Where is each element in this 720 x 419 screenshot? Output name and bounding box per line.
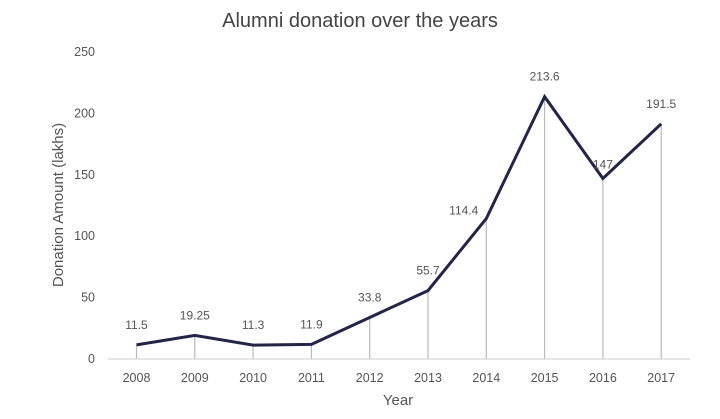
data-label: 114.4	[449, 204, 478, 218]
data-label: 11.9	[300, 317, 323, 331]
y-axis-label: Donation Amount (lakhs)	[50, 123, 67, 287]
data-label: 147	[593, 157, 613, 171]
x-tick-label: 2008	[123, 371, 151, 385]
series-line	[136, 93, 663, 347]
x-tick-label: 2011	[298, 371, 325, 385]
data-label: 11.3	[242, 318, 265, 332]
y-tick-label: 250	[74, 45, 95, 59]
x-tick-label: 2010	[239, 371, 267, 385]
data-label: 19.25	[180, 308, 210, 322]
y-tick-label: 200	[74, 106, 95, 120]
y-tick-label: 150	[74, 168, 95, 182]
x-tick-label: 2014	[472, 371, 500, 385]
x-tick-label: 2016	[589, 371, 617, 385]
x-tick-label: 2017	[647, 371, 675, 385]
data-label: 55.7	[416, 264, 440, 278]
data-label: 191.5	[646, 97, 676, 111]
x-tick-label: 2009	[181, 371, 209, 385]
data-label: 213.6	[530, 70, 560, 84]
x-axis-label: Year	[383, 392, 413, 409]
data-label: 11.5	[125, 318, 148, 332]
x-tick-label: 2012	[356, 371, 384, 385]
y-tick-label: 0	[88, 352, 95, 366]
y-tick-label: 100	[74, 229, 95, 243]
x-tick-label: 2015	[531, 371, 559, 385]
x-tick-label: 2013	[414, 371, 442, 385]
chart-title: Alumni donation over the years	[222, 10, 498, 32]
data-label: 33.8	[358, 290, 382, 304]
y-tick-label: 50	[81, 291, 95, 305]
